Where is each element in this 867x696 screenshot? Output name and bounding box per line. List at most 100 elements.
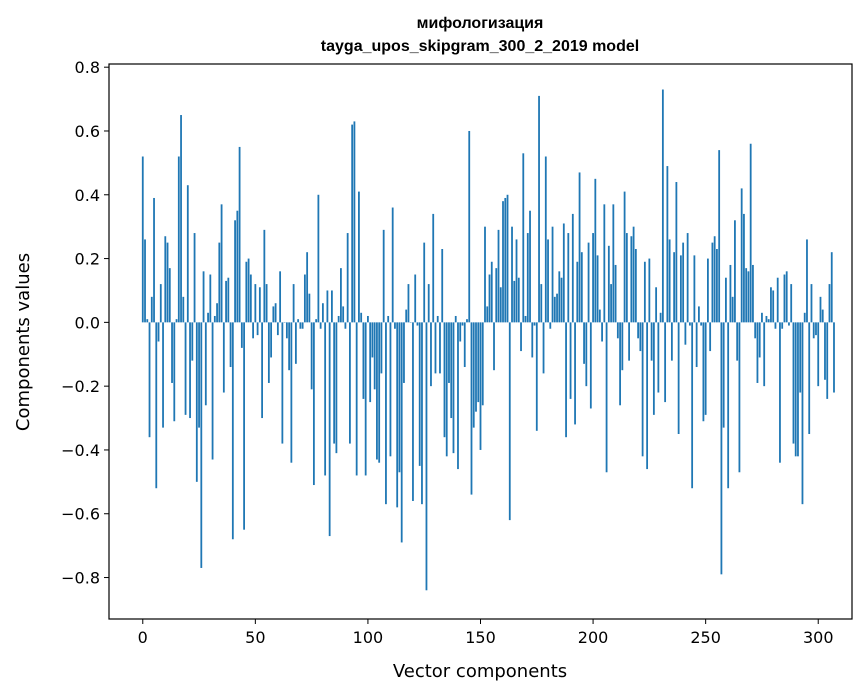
bar-148	[475, 322, 477, 412]
bar-181	[549, 322, 552, 329]
x-tick-label: 200	[578, 628, 609, 647]
bar-253	[711, 242, 714, 323]
bar-163	[508, 322, 511, 521]
bar-203	[598, 309, 601, 323]
bar-97	[360, 312, 363, 323]
bar-235	[670, 322, 673, 361]
bar-112	[394, 322, 396, 329]
bar-277	[765, 315, 768, 323]
bar-280	[772, 290, 775, 323]
bar-106	[380, 322, 383, 374]
bar-298	[812, 322, 815, 339]
bar-22	[191, 322, 194, 361]
bar-247	[698, 306, 700, 323]
bar-275	[761, 312, 763, 323]
bar-151	[481, 322, 484, 406]
bar-242	[686, 233, 689, 323]
bar-28	[204, 322, 207, 406]
bar-291	[797, 322, 799, 457]
bar-289	[792, 322, 795, 444]
bar-197	[585, 322, 588, 387]
bar-102	[371, 322, 374, 358]
bar-124	[421, 322, 423, 505]
bar-178	[542, 322, 545, 374]
bar-218	[632, 226, 635, 323]
plot-frame	[108, 63, 853, 620]
bar-307	[833, 322, 835, 393]
bar-201	[594, 178, 597, 323]
bar-139	[454, 315, 457, 323]
bar-16	[177, 156, 180, 323]
bar-188	[565, 322, 567, 438]
bar-220	[637, 322, 640, 339]
bar-8	[159, 284, 162, 323]
bar-83	[328, 322, 331, 537]
bar-202	[596, 255, 599, 323]
bar-73	[306, 252, 309, 323]
bar-71	[301, 322, 304, 329]
bar-195	[580, 252, 583, 323]
bar-67	[292, 284, 295, 323]
bar-70	[299, 322, 302, 329]
bar-216	[628, 322, 630, 361]
bar-111	[391, 207, 394, 323]
bar-85	[333, 322, 336, 444]
bar-1	[144, 239, 146, 323]
bar-44	[240, 322, 243, 348]
x-tick-label: 300	[803, 628, 834, 647]
bar-94	[353, 121, 356, 323]
y-tick-label: −0.4	[61, 441, 100, 460]
bar-37	[225, 280, 227, 323]
bar-187	[562, 223, 565, 323]
bar-18	[182, 296, 185, 323]
bar-237	[675, 182, 678, 323]
bar-46	[245, 261, 248, 323]
bar-206	[605, 322, 608, 473]
bar-272	[754, 322, 757, 339]
bar-232	[664, 322, 667, 403]
bar-263	[734, 220, 736, 323]
bar-238	[677, 322, 680, 434]
bar-47	[247, 258, 250, 323]
bar-296	[808, 322, 811, 434]
bar-76	[312, 322, 315, 486]
bar-26	[200, 322, 203, 568]
bar-223	[643, 261, 646, 323]
bar-38	[227, 277, 230, 323]
bar-299	[815, 322, 817, 336]
bar-57	[270, 322, 273, 358]
bar-241	[684, 322, 687, 345]
bar-132	[439, 322, 441, 374]
bar-160	[502, 201, 504, 323]
bar-244	[691, 322, 694, 489]
bar-276	[763, 322, 766, 387]
bar-293	[801, 322, 804, 505]
bar-230	[659, 312, 662, 323]
bar-164	[511, 226, 513, 323]
bar-284	[781, 322, 784, 329]
bar-159	[499, 287, 502, 323]
bar-246	[695, 322, 698, 368]
bar-110	[389, 322, 392, 457]
x-tick-label: 100	[353, 628, 384, 647]
bar-279	[770, 287, 772, 323]
bar-66	[290, 322, 293, 463]
bar-50	[254, 284, 257, 323]
bar-258	[722, 322, 725, 428]
bar-208	[610, 284, 612, 323]
bar-126	[425, 322, 428, 591]
bar-226	[650, 322, 653, 361]
bar-15	[175, 319, 178, 323]
bar-300	[817, 322, 820, 387]
bar-82	[326, 290, 329, 323]
bar-144	[466, 319, 468, 323]
bar-133	[441, 249, 444, 323]
bar-193	[576, 261, 579, 323]
bar-59	[274, 303, 277, 323]
bar-302	[821, 309, 824, 323]
y-tick-label: 0.0	[75, 313, 100, 332]
bar-245	[693, 255, 696, 323]
bar-152	[484, 226, 486, 323]
bar-42	[236, 210, 239, 323]
bar-153	[486, 306, 489, 323]
